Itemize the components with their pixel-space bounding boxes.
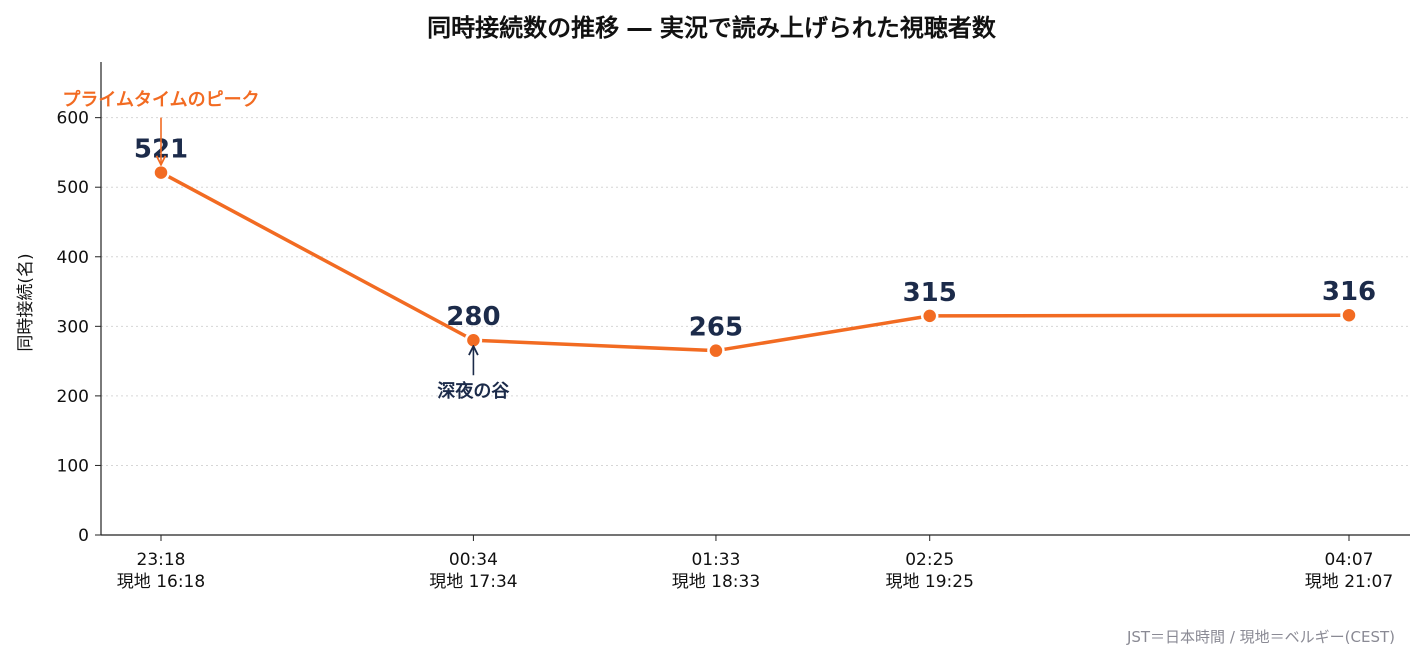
x-tick-label: 02:25 [905, 550, 954, 570]
y-tick-label: 400 [57, 248, 89, 268]
y-tick-label: 100 [57, 456, 89, 476]
data-point [1340, 306, 1358, 324]
x-tick-local-label: 現地 18:33 [672, 572, 760, 592]
chart-title: 同時接続数の推移 ― 実況で読み上げられた視聴者数 [427, 14, 996, 42]
x-tick-local-label: 現地 19:25 [886, 572, 974, 592]
data-point [464, 331, 483, 349]
annotation-label: 深夜の谷 [437, 380, 510, 402]
y-tick-label: 200 [57, 387, 89, 407]
data-label: 316 [1322, 277, 1376, 307]
y-tick-label: 0 [78, 526, 89, 546]
series-line [160, 171, 1350, 353]
x-tick-local-label: 現地 21:07 [1305, 572, 1393, 592]
y-tick-label: 300 [57, 317, 89, 337]
x-tick-local-label: 現地 17:34 [429, 572, 517, 592]
x-tick-label: 01:33 [691, 550, 740, 570]
data-label: 315 [903, 278, 957, 308]
y-tick-label: 500 [57, 178, 89, 198]
grid-lines [101, 117, 1410, 466]
x-tick-local-label: 現地 16:18 [117, 572, 205, 592]
x-tick-label: 04:07 [1325, 550, 1374, 570]
series-layer [152, 163, 1358, 360]
footnote: JST＝日本時間 / 現地＝ベルギー(CEST) [1126, 628, 1395, 646]
data-point [707, 341, 725, 360]
x-tick-label: 00:34 [449, 550, 498, 570]
x-tick-label: 23:18 [137, 550, 186, 570]
data-point [152, 163, 170, 182]
data-point [920, 307, 939, 325]
data-label: 280 [446, 302, 500, 332]
y-axis-label: 同時接続(名) [16, 253, 36, 351]
y-tick-label: 600 [57, 109, 89, 129]
data-label: 265 [689, 313, 743, 343]
annotation-label: プライムタイムのピーク [62, 89, 259, 111]
